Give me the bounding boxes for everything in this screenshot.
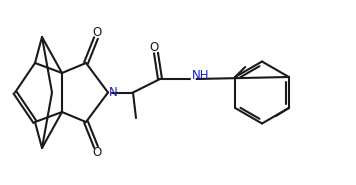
Text: N: N	[109, 86, 118, 99]
Text: O: O	[92, 26, 101, 39]
Text: NH: NH	[192, 69, 209, 82]
Text: O: O	[92, 146, 101, 159]
Text: O: O	[150, 41, 159, 54]
